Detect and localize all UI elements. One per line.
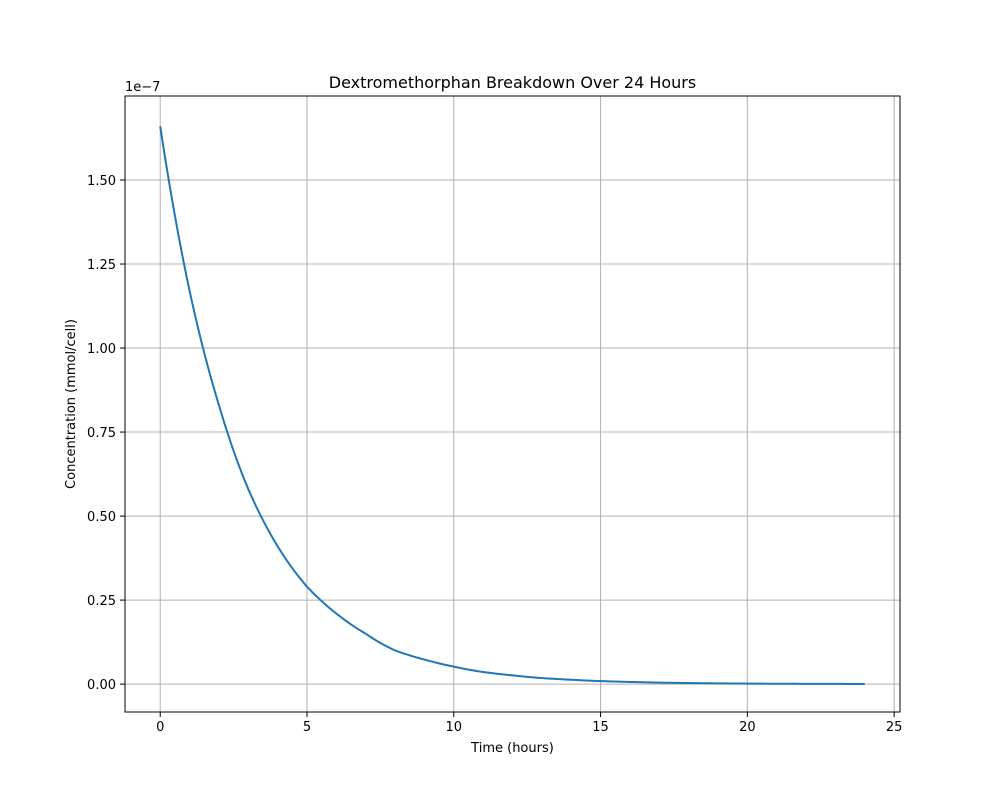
y-tick-label: 1.25	[87, 258, 116, 273]
x-axis-label: Time (hours)	[470, 741, 554, 756]
y-tick-label: 0.00	[87, 678, 116, 693]
x-tick-label: 25	[886, 720, 903, 735]
axes-frame	[124, 95, 901, 713]
x-tick-label: 20	[739, 720, 756, 735]
grid	[125, 96, 900, 712]
y-tick-label: 0.75	[87, 426, 116, 441]
x-tick-label: 0	[156, 720, 164, 735]
x-tick-label: 5	[303, 720, 311, 735]
x-tick-label: 10	[446, 720, 463, 735]
y-axis-label: Concentration (mmol/cell)	[64, 319, 79, 489]
y-tick-label: 0.50	[87, 510, 116, 525]
y-tick-label: 1.50	[87, 174, 116, 189]
x-tick-label: 15	[592, 720, 609, 735]
chart-title: Dextromethorphan Breakdown Over 24 Hours	[329, 73, 696, 92]
series-line	[159, 126, 865, 685]
y-tick-label: 1.00	[87, 342, 116, 357]
y-tick-label: 0.25	[87, 594, 116, 609]
y-offset-label: 1e−7	[125, 80, 160, 95]
plot-area	[159, 126, 865, 685]
y-axis: 0.00 0.25 0.50 0.75 1.00 1.25 1.50	[87, 174, 125, 693]
x-axis: 0 5 10 15 20 25	[156, 712, 902, 735]
